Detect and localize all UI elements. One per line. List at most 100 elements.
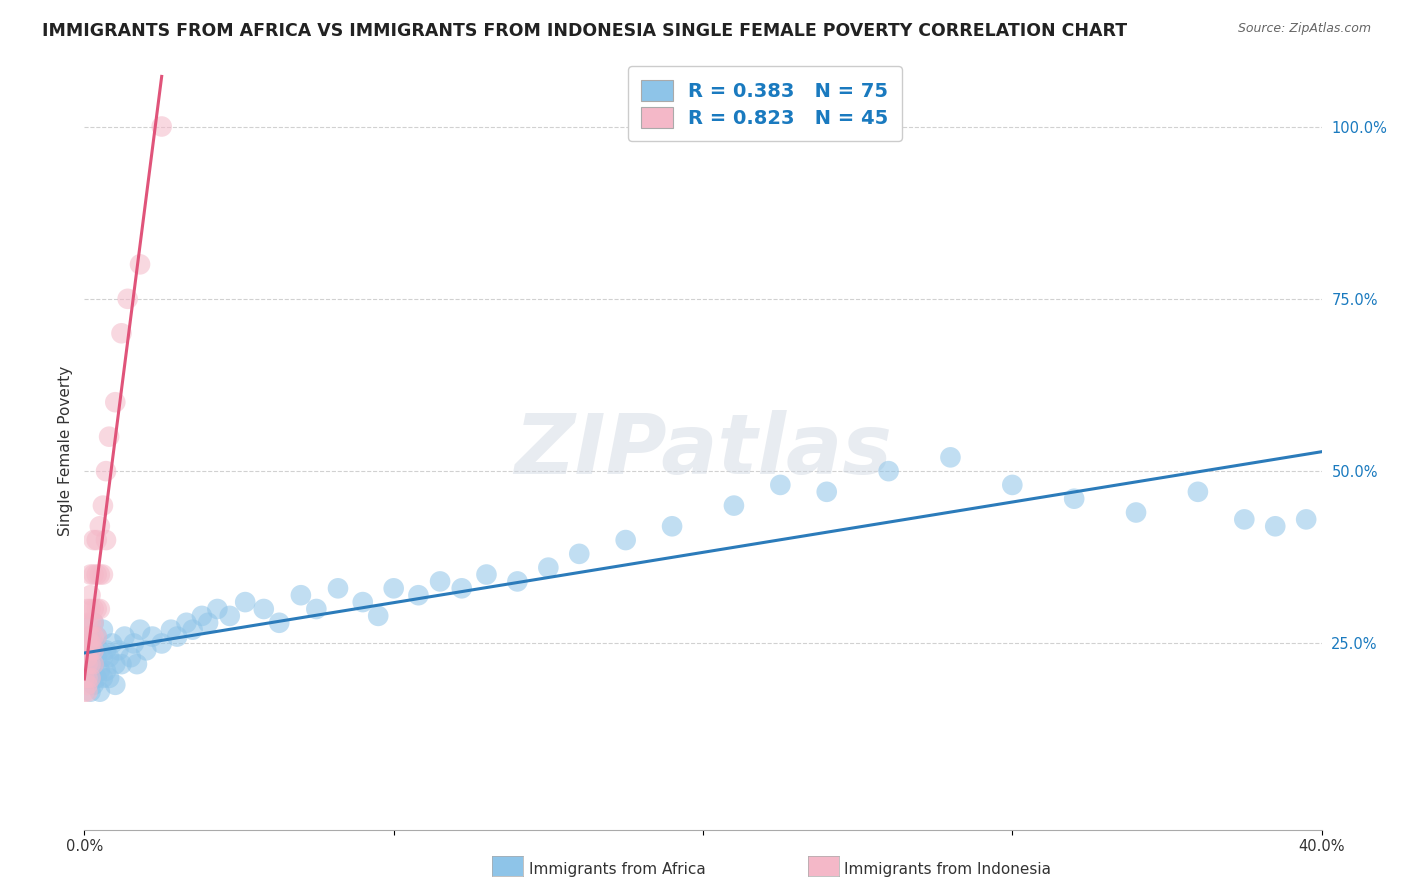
Point [326, 582, 349, 596]
Point [125, 657, 148, 672]
Point [614, 533, 637, 547]
Point [83, 567, 105, 582]
Point [98, 650, 121, 665]
Point [79, 588, 101, 602]
Point [79, 630, 101, 644]
Point [537, 560, 560, 574]
Point [94, 533, 117, 547]
Point [79, 650, 101, 665]
Point [1125, 506, 1147, 520]
Point [76, 630, 98, 644]
Point [197, 615, 219, 630]
Point [1264, 519, 1286, 533]
Point [269, 615, 291, 630]
Point [91, 650, 114, 665]
Point [117, 292, 139, 306]
Point [79, 636, 101, 650]
Point [233, 595, 256, 609]
Point [89, 602, 111, 616]
Point [135, 643, 157, 657]
Point [382, 582, 405, 596]
Point [110, 657, 132, 672]
Point [253, 602, 276, 616]
Point [207, 602, 229, 616]
Point [129, 257, 152, 271]
Point [86, 602, 108, 616]
Text: Source: ZipAtlas.com: Source: ZipAtlas.com [1237, 22, 1371, 36]
Point [181, 623, 204, 637]
Point [94, 643, 117, 657]
Point [91, 567, 114, 582]
Point [89, 664, 111, 678]
Point [166, 630, 188, 644]
Point [94, 464, 117, 478]
Point [89, 519, 111, 533]
Point [122, 636, 145, 650]
Point [352, 595, 374, 609]
Point [107, 643, 129, 657]
Point [76, 684, 98, 698]
Point [76, 678, 98, 692]
Point [76, 657, 98, 672]
Text: Immigrants from Indonesia: Immigrants from Indonesia [844, 863, 1050, 877]
Point [120, 650, 142, 665]
Text: Immigrants from Africa: Immigrants from Africa [529, 863, 706, 877]
Point [160, 623, 183, 637]
Point [1001, 478, 1024, 492]
Text: ZIPatlas: ZIPatlas [515, 410, 891, 491]
Point [114, 630, 136, 644]
Point [86, 567, 108, 582]
Point [76, 615, 98, 630]
Point [79, 657, 101, 672]
Point [98, 671, 121, 685]
Point [1187, 484, 1209, 499]
Point [91, 499, 114, 513]
Legend: R = 0.383   N = 75, R = 0.823   N = 45: R = 0.383 N = 75, R = 0.823 N = 45 [628, 66, 901, 141]
Point [79, 671, 101, 685]
Point [76, 657, 98, 672]
Point [1295, 512, 1317, 526]
Point [86, 630, 108, 644]
Point [91, 623, 114, 637]
Point [83, 657, 105, 672]
Point [1063, 491, 1085, 506]
Point [76, 602, 98, 616]
Point [94, 664, 117, 678]
Point [86, 533, 108, 547]
Point [568, 547, 591, 561]
Point [450, 582, 472, 596]
Point [76, 671, 98, 685]
Point [76, 643, 98, 657]
Point [89, 643, 111, 657]
Point [79, 615, 101, 630]
Point [83, 533, 105, 547]
Point [723, 499, 745, 513]
Point [877, 464, 900, 478]
Point [104, 395, 127, 409]
Point [176, 615, 198, 630]
Point [150, 120, 173, 134]
Point [110, 326, 132, 341]
Point [104, 678, 127, 692]
Point [86, 671, 108, 685]
Point [305, 602, 328, 616]
Point [83, 657, 105, 672]
Point [101, 636, 124, 650]
Point [83, 678, 105, 692]
Point [98, 430, 121, 444]
Point [83, 630, 105, 644]
Point [939, 450, 962, 465]
Point [73, 671, 96, 685]
Point [661, 519, 683, 533]
Point [104, 657, 127, 672]
Point [86, 650, 108, 665]
Point [79, 630, 101, 644]
Point [1233, 512, 1256, 526]
Point [89, 567, 111, 582]
Point [150, 636, 173, 650]
Point [218, 608, 240, 623]
Point [76, 671, 98, 685]
Point [408, 588, 430, 602]
Point [769, 478, 792, 492]
Point [83, 636, 105, 650]
